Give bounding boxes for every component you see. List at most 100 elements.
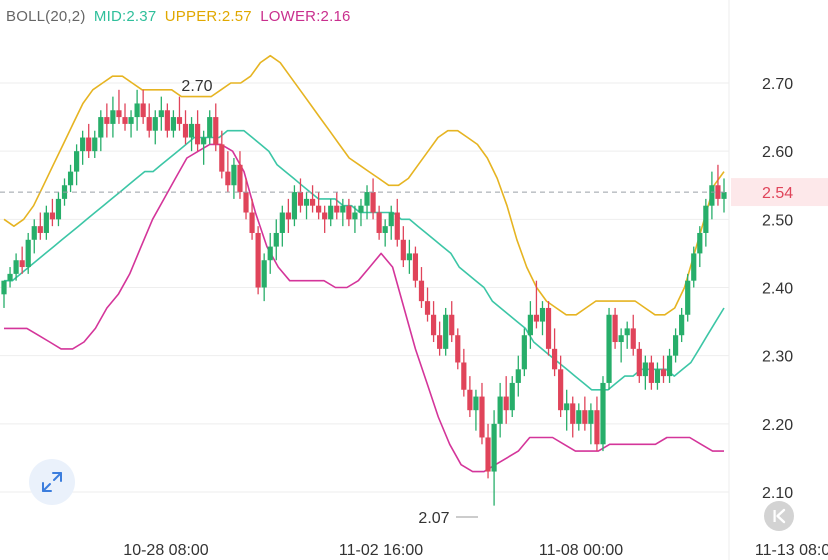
candle-body [703, 205, 709, 233]
candle-body [606, 314, 612, 383]
candle-body [679, 314, 685, 336]
candle-body [291, 192, 298, 220]
candle-body [618, 335, 624, 343]
grid-lines [0, 0, 730, 560]
candle-body [376, 212, 382, 233]
legend-boll: BOLL(20,2) [6, 8, 86, 25]
candle-body [642, 362, 648, 377]
scroll-to-latest-button[interactable] [764, 501, 794, 531]
candle-body [176, 117, 183, 124]
candle-body [195, 123, 201, 145]
candle-body [19, 260, 25, 268]
candle-body [473, 396, 479, 411]
candle-body [346, 205, 352, 220]
candle-body [13, 260, 19, 274]
candle-body [576, 410, 582, 424]
candle-body [630, 328, 636, 349]
candle-body [461, 362, 467, 390]
candle-body [503, 396, 509, 411]
candle-body [364, 192, 370, 206]
legend-upper: UPPER:2.57 [164, 8, 252, 25]
candle-body [660, 369, 667, 377]
y-tick-label: 2.60 [762, 144, 793, 161]
y-tick-label: 2.10 [762, 485, 793, 502]
candle-body [49, 212, 56, 220]
candle-body [261, 260, 267, 288]
candle-body [219, 144, 225, 172]
candle-body [491, 423, 497, 472]
candle-body [388, 212, 394, 227]
candle-body [515, 369, 521, 383]
low-price-label: 2.07 [418, 510, 449, 527]
candle-body [521, 335, 527, 370]
candle-body [322, 212, 328, 220]
candle-body [479, 396, 485, 438]
candle-body [485, 437, 491, 472]
candle-body [309, 198, 316, 206]
candle-body [92, 137, 98, 152]
candle-body [146, 117, 152, 131]
x-tick-label: 11-13 08:00 [755, 542, 828, 559]
candle-body [551, 348, 558, 370]
candle-body [67, 171, 74, 186]
candle-body [449, 314, 455, 336]
candle-body [267, 246, 273, 261]
candle-body [412, 253, 419, 281]
candle-body [213, 117, 219, 145]
candle-body [443, 314, 449, 349]
skip-back-icon [773, 508, 786, 524]
candle-body [509, 382, 515, 411]
candle-body [273, 232, 279, 247]
candle-body [624, 328, 630, 336]
candle-body [279, 212, 285, 233]
candle-body [672, 335, 679, 356]
candle-body [697, 232, 703, 254]
candle-body [715, 185, 721, 199]
candle-body [188, 123, 195, 138]
candle-body [80, 137, 86, 152]
candle-body [358, 205, 364, 213]
candle-body [437, 335, 443, 349]
candle-body [255, 232, 261, 288]
candle-body [418, 280, 425, 302]
candle-body [455, 335, 461, 363]
candle-body [201, 137, 207, 145]
candle-body [328, 205, 334, 220]
candle-body [104, 117, 110, 124]
candle-body [545, 307, 552, 349]
current-price-line: 2.54 [0, 178, 828, 207]
candle-body [430, 314, 437, 336]
candle-body [74, 151, 80, 172]
band-upper [3, 54, 725, 316]
candle-body [140, 103, 146, 118]
candle-body [249, 212, 255, 233]
candle-body [406, 253, 412, 261]
candle-body [370, 192, 376, 213]
candle-body [37, 226, 43, 233]
candle-body [134, 103, 140, 118]
candle-body [297, 192, 304, 206]
x-tick-label: 11-02 16:00 [339, 542, 423, 559]
y-tick-label: 2.50 [762, 212, 793, 229]
candle-body [527, 314, 533, 336]
band-mid [4, 129, 725, 391]
candle-body [237, 164, 243, 193]
candle-body [467, 389, 473, 411]
candle-body [612, 314, 618, 343]
candle-body [116, 110, 122, 118]
candle-body [600, 382, 606, 445]
candle-body [636, 348, 642, 377]
candle-body [424, 301, 431, 315]
candle-body [533, 314, 540, 322]
expand-button[interactable] [29, 459, 75, 505]
candle-body [98, 117, 104, 138]
candle-body [231, 164, 237, 186]
candle-body [122, 117, 128, 124]
x-tick-label: 11-08 00:00 [539, 542, 623, 559]
candle-body [1, 280, 7, 295]
candle-body [382, 226, 388, 233]
current-price-label: 2.54 [762, 185, 793, 202]
candle-body [43, 212, 49, 233]
candle-body [110, 110, 116, 124]
